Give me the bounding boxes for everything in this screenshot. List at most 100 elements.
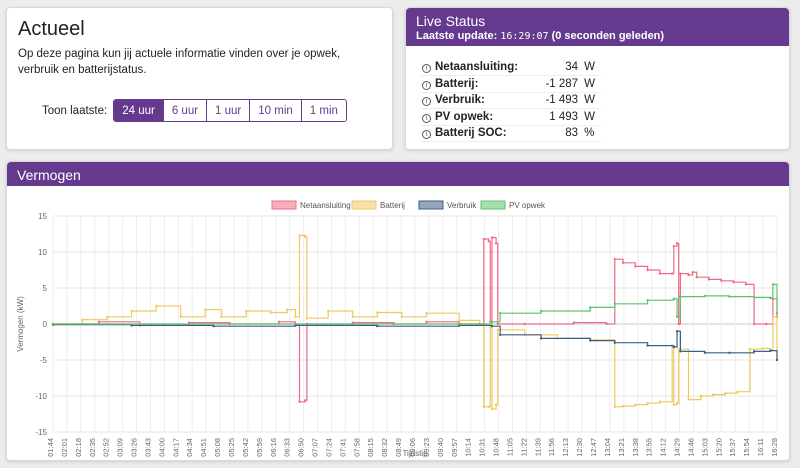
data-point (539, 309, 543, 313)
data-point (646, 268, 649, 272)
x-tick-label: 13:38 (631, 438, 640, 457)
y-tick-label: 5 (43, 284, 48, 293)
info-icon[interactable]: i (422, 130, 431, 140)
data-point (458, 322, 461, 326)
data-point (675, 402, 679, 405)
data-point (613, 405, 617, 408)
data-point (351, 321, 354, 324)
last-update: Laatste update: 16:29:07 (0 seconden gel… (416, 30, 779, 42)
data-point (703, 294, 707, 298)
data-point (765, 322, 768, 326)
data-point (269, 311, 273, 314)
data-point (458, 319, 461, 322)
status-label: i Verbruik: (420, 92, 533, 109)
status-unit: W (582, 59, 603, 76)
range-label: Toon laatste: (42, 104, 108, 117)
x-tick-label: 06:16 (269, 438, 278, 457)
data-point (425, 312, 428, 315)
data-point (687, 273, 690, 277)
x-tick-label: 11:22 (519, 438, 528, 456)
x-tick-label: 05:25 (227, 438, 236, 457)
status-label: i Batterij: (420, 75, 533, 93)
data-point (672, 297, 676, 300)
live-status-header: Live Status Laatste update: 16:29:07 (0 … (406, 8, 789, 46)
data-point (81, 318, 84, 321)
x-tick-label: 13:55 (645, 438, 654, 457)
x-tick-label: 03:26 (130, 438, 139, 457)
x-tick-label: 10:48 (492, 438, 501, 457)
x-tick-label: 05:08 (213, 438, 222, 457)
y-tick-label: -10 (35, 392, 47, 401)
x-tick-label: 09:40 (436, 438, 445, 457)
status-value: 83 (532, 125, 583, 142)
status-row: i PV opwek: 1 493 W (420, 108, 603, 126)
status-label: i PV opwek: (420, 108, 533, 126)
data-point (752, 322, 756, 326)
data-point (425, 320, 428, 324)
range-button-1-min[interactable]: 1 min (301, 100, 346, 121)
x-tick-label: 05:42 (241, 438, 250, 457)
x-tick-label: 11:05 (505, 438, 514, 456)
info-icon[interactable]: i (422, 80, 431, 90)
x-tick-label: 12:47 (589, 438, 598, 457)
data-point (736, 390, 739, 393)
data-point (487, 405, 490, 408)
y-tick-label: -5 (40, 356, 48, 365)
x-tick-label: 07:24 (324, 438, 333, 457)
data-point (769, 296, 772, 300)
data-point (646, 402, 649, 405)
data-point (707, 278, 711, 281)
series-line-verbruik (53, 324, 778, 360)
x-tick-label: 14:29 (673, 438, 682, 457)
data-point (695, 276, 698, 279)
range-button-1-uur[interactable]: 1 uur (207, 100, 251, 121)
data-point (277, 320, 281, 324)
data-point (679, 272, 682, 275)
data-point (187, 321, 191, 324)
data-point (212, 324, 215, 328)
range-button-6-uur[interactable]: 6 uur (163, 100, 208, 121)
info-icon[interactable]: i (422, 97, 431, 107)
data-point (752, 350, 756, 353)
status-unit: W (582, 108, 603, 126)
x-tick-label: 15:20 (714, 438, 723, 457)
range-button-24-uur[interactable]: 24 uur (114, 100, 164, 121)
x-tick-label: 16:28 (770, 438, 779, 457)
data-point (672, 245, 676, 248)
status-label: i Batterij SOC: (420, 125, 533, 142)
x-tick-label: 02:18 (74, 438, 83, 457)
info-icon[interactable]: i (422, 113, 431, 123)
legend-label: Netaansluiting (300, 201, 351, 210)
status-row: i Netaansluiting: 34 W (420, 59, 603, 76)
info-icon[interactable]: i (422, 64, 431, 73)
x-tick-label: 14:46 (686, 438, 695, 457)
data-point (769, 349, 772, 352)
data-point (605, 322, 608, 326)
data-point (482, 405, 485, 408)
data-point (130, 309, 133, 313)
data-point (675, 315, 679, 318)
data-point (703, 351, 707, 354)
data-point (613, 258, 617, 261)
data-point (744, 283, 748, 286)
x-tick-label: 11:39 (533, 438, 542, 456)
data-point (130, 324, 133, 327)
data-point (97, 320, 101, 324)
data-point (761, 347, 764, 350)
x-axis-label: Tijdstip (402, 449, 428, 458)
x-tick-label: 07:07 (311, 438, 320, 457)
x-tick-label: 10:31 (478, 438, 487, 457)
x-tick-label: 04:00 (157, 438, 166, 457)
x-tick-label: 03:09 (116, 438, 125, 457)
y-tick-label: 0 (43, 320, 48, 329)
actueel-card: Actueel Op deze pagina kun jij actuele i… (6, 7, 393, 150)
range-button-10-min[interactable]: 10 min (250, 100, 302, 121)
data-point (478, 322, 481, 326)
data-point (220, 315, 223, 318)
x-tick-label: 06:33 (283, 438, 292, 457)
x-tick-label: 13:04 (603, 438, 612, 457)
status-row: i Batterij: -1 287 W (420, 75, 603, 93)
data-point (677, 322, 680, 326)
